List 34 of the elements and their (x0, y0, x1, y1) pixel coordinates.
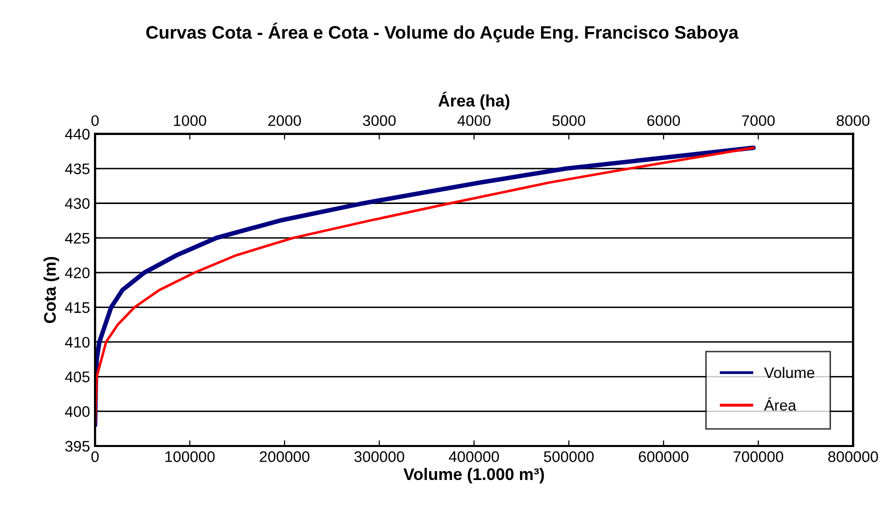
y-tick-label: 405 (65, 372, 90, 382)
y-tick-label: 420 (65, 267, 90, 278)
x2-tick-label: 0 (91, 115, 99, 126)
y-tick-label: 430 (65, 198, 90, 209)
x-tick-label: 700000 (734, 451, 784, 462)
legend-label: Volume (764, 366, 814, 378)
y-tick-label: 395 (65, 440, 90, 452)
y-axis-title: Cota (m) (44, 256, 60, 324)
x-tick-label: 300000 (354, 451, 404, 462)
x-tick-label: 800000 (828, 451, 878, 462)
x2-tick-label: 3000 (362, 115, 396, 126)
x2-tick-label: 7000 (742, 115, 775, 126)
x2-tick-label: 6000 (647, 115, 680, 126)
x-tick-label: 600000 (638, 451, 688, 462)
x2-tick-label: 1000 (174, 115, 206, 126)
x2-tick-label: 4000 (457, 115, 490, 126)
y-tick-label: 440 (65, 128, 90, 140)
x-axis-title: Volume (1.000 m³) (403, 468, 544, 484)
x2-tick-label: 8000 (836, 115, 870, 126)
y-tick-label: 435 (65, 163, 90, 174)
y-tick-label: 415 (65, 302, 90, 313)
x-tick-label: 200000 (260, 451, 310, 462)
y-tick-label: 410 (65, 336, 90, 348)
x2-tick-label: 2000 (268, 115, 301, 126)
x-tick-label: 100000 (165, 451, 215, 462)
x-tick-label: 400000 (448, 451, 499, 462)
legend-label: Área (764, 397, 796, 411)
chart-title: Curvas Cota - Área e Cota - Volume do Açude Eng. Francisco Saboya (146, 22, 739, 42)
x2-tick-label: 5000 (552, 115, 586, 126)
y-tick-label: 425 (65, 232, 90, 244)
x-tick-label: 500000 (544, 451, 594, 462)
y-tick-label: 400 (65, 406, 90, 417)
x-tick-label: 0 (91, 451, 99, 462)
x2-axis-title: Área (ha) (438, 92, 510, 110)
